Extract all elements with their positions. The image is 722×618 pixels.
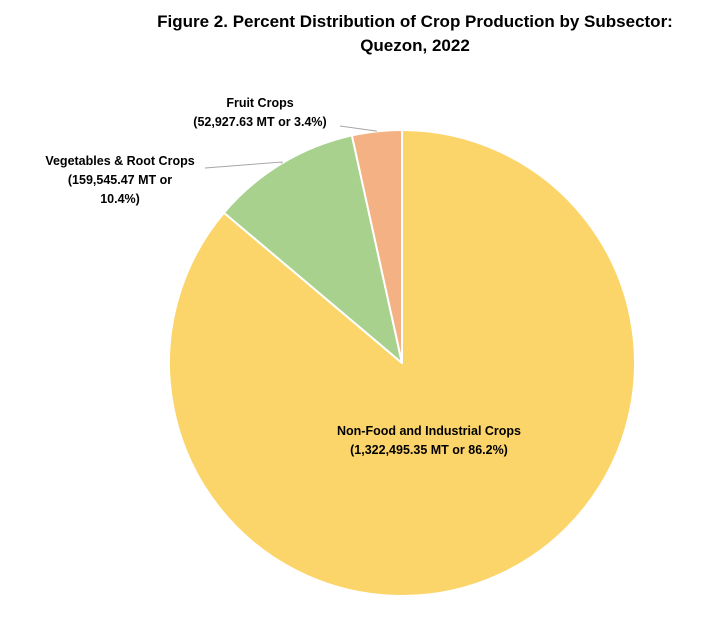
data-label-line: Non-Food and Industrial Crops xyxy=(337,424,521,438)
chart-title-line-2: Quezon, 2022 xyxy=(360,36,470,55)
pie-slice-vegetables-root-crops xyxy=(222,134,403,364)
leader-lines xyxy=(204,125,378,169)
chart-title-line-1: Figure 2. Percent Distribution of Crop P… xyxy=(157,12,673,31)
data-label-vegetables-root-crops: Vegetables & Root Crops (159,545.47 MT or… xyxy=(45,154,194,206)
data-label-line: Vegetables & Root Crops xyxy=(45,154,194,168)
leader-line-fruit-crops xyxy=(339,125,378,132)
data-label-line: (159,545.47 MT or xyxy=(68,173,172,187)
data-label-line: (52,927.63 MT or 3.4%) xyxy=(193,115,326,129)
pie-slices xyxy=(168,129,636,597)
data-label-non-food-and-industrial-crops: Non-Food and Industrial Crops (1,322,495.… xyxy=(337,424,521,457)
data-label-line: Fruit Crops xyxy=(226,96,293,110)
chart-title: Figure 2. Percent Distribution of Crop P… xyxy=(90,10,722,58)
data-label-line: 10.4%) xyxy=(100,192,140,206)
data-label-line: (1,322,495.35 MT or 86.2%) xyxy=(350,443,508,457)
slice-labels: Non-Food and Industrial Crops (1,322,495.… xyxy=(45,96,521,457)
data-label-fruit-crops: Fruit Crops (52,927.63 MT or 3.4%) xyxy=(193,96,326,129)
leader-line-vegetables-root-crops xyxy=(204,161,283,169)
